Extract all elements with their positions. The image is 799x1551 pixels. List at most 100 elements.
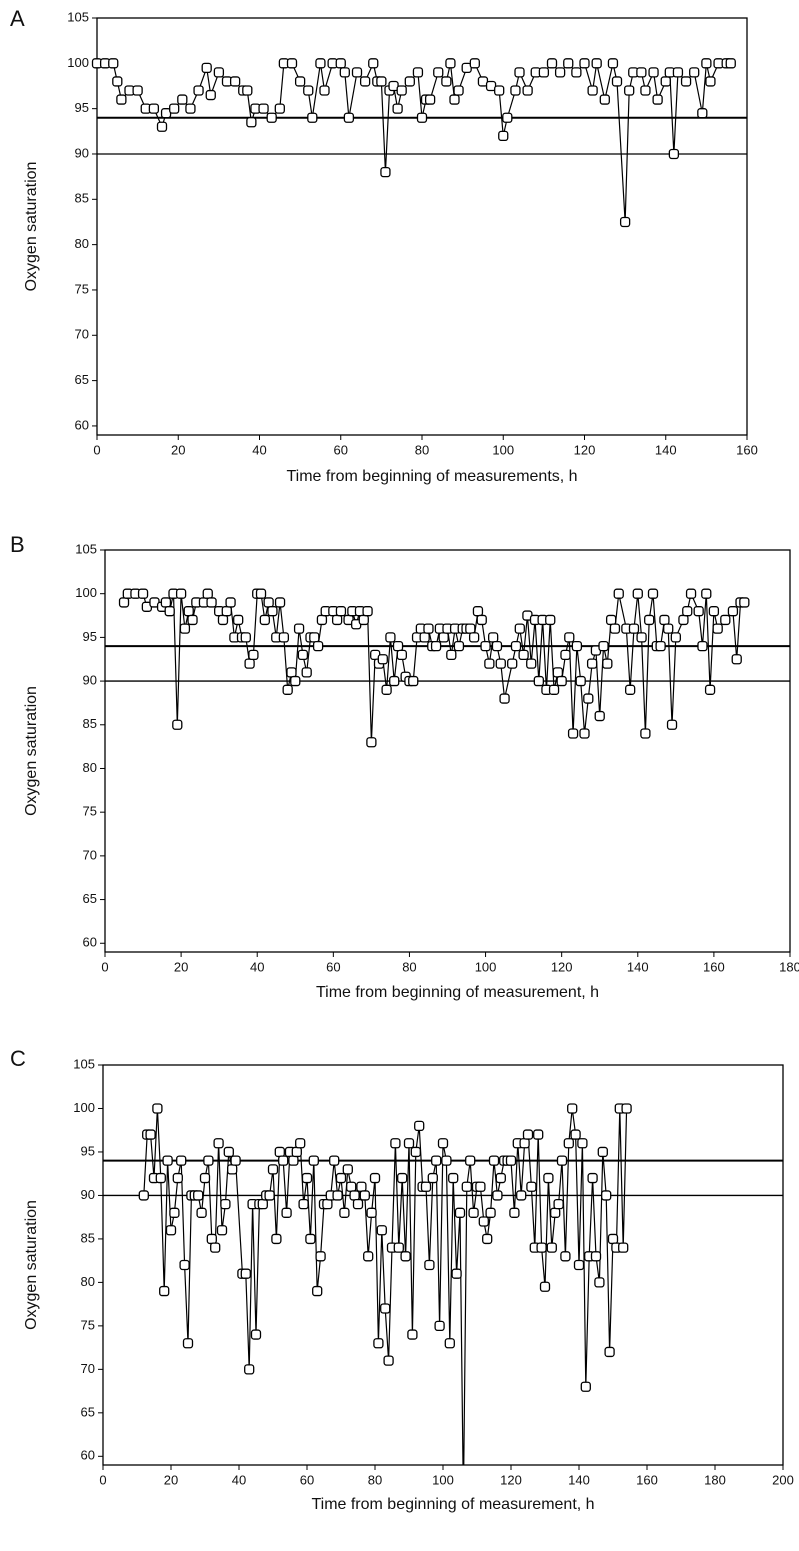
data-point [655, 640, 666, 652]
data-point [434, 1320, 445, 1332]
data-point [359, 1190, 370, 1201]
data-point [597, 1146, 608, 1158]
data-point [509, 1207, 520, 1218]
data-point [172, 1172, 183, 1184]
data-point [162, 1155, 173, 1166]
data-point [201, 62, 212, 74]
data-point [575, 675, 586, 687]
x-tick-label: 80 [402, 959, 416, 974]
y-tick-label: 90 [81, 1187, 95, 1202]
data-point [138, 1190, 149, 1201]
data-point [563, 58, 574, 69]
data-point [339, 67, 350, 78]
y-tick-label: 65 [83, 891, 97, 906]
data-point [484, 658, 495, 669]
x-tick-label: 100 [432, 1472, 454, 1487]
data-point [118, 597, 130, 608]
data-point [335, 58, 346, 69]
data-point [196, 1207, 207, 1218]
x-tick-label: 160 [703, 959, 725, 974]
data-point [618, 1242, 629, 1253]
data-point [295, 1138, 306, 1149]
data-point [583, 693, 594, 704]
data-point [663, 623, 674, 634]
data-point [492, 1190, 503, 1201]
x-tick-label: 80 [368, 1472, 382, 1487]
data-point [315, 1251, 326, 1262]
data-point [499, 693, 510, 704]
x-tick-label: 180 [704, 1472, 726, 1487]
data-point [404, 76, 415, 87]
data-point [169, 1207, 180, 1218]
data-point [577, 1138, 588, 1149]
data-point [319, 85, 330, 96]
data-point [461, 1181, 472, 1192]
data-point [255, 588, 267, 599]
data-point [329, 1155, 340, 1166]
x-tick-label: 40 [252, 442, 266, 457]
data-point [431, 1155, 442, 1166]
x-tick-label: 60 [334, 442, 348, 457]
data-point [560, 649, 571, 661]
data-point [433, 67, 444, 78]
data-point [601, 1190, 612, 1201]
data-point [416, 112, 428, 123]
data-point [339, 1207, 350, 1218]
data-point [624, 85, 635, 96]
data-point [693, 606, 704, 617]
data-point [611, 76, 623, 87]
data-point [632, 588, 643, 599]
data-point [290, 675, 301, 687]
data-point [132, 85, 143, 96]
data-point [526, 1181, 537, 1192]
data-point [213, 67, 225, 78]
data-point [217, 614, 229, 626]
data-point [349, 1190, 360, 1201]
data-point [240, 1268, 251, 1279]
data-point [156, 121, 168, 132]
data-point [369, 1172, 381, 1184]
x-tick-label: 160 [736, 442, 758, 457]
data-point [731, 654, 742, 665]
plot-frame [104, 549, 791, 953]
y-tick-label: 60 [83, 935, 97, 950]
data-point [586, 658, 598, 669]
y-tick-label: 95 [75, 100, 89, 115]
data-point [485, 1207, 496, 1218]
data-point [259, 614, 270, 626]
data-point [408, 675, 419, 687]
data-point [380, 166, 391, 178]
data-point [727, 606, 739, 617]
data-point [424, 94, 436, 105]
data-point [453, 640, 465, 652]
data-point [636, 632, 647, 643]
data-point [543, 1172, 554, 1184]
data-point [689, 67, 700, 78]
data-point [640, 728, 651, 739]
data-point [193, 1190, 204, 1201]
data-point [213, 1138, 224, 1149]
data-point [309, 632, 320, 643]
data-point [376, 1225, 387, 1236]
x-axis-label: Time from beginning of measurements, h [286, 468, 577, 485]
data-point [179, 623, 191, 634]
data-point [412, 67, 424, 78]
data-point [392, 103, 403, 114]
data-point [352, 1198, 364, 1210]
data-point [607, 58, 619, 69]
data-point [240, 632, 251, 643]
data-point [246, 117, 257, 128]
data-point [203, 1155, 214, 1166]
y-tick-label: 80 [81, 1274, 95, 1289]
data-point [560, 1251, 571, 1262]
data-point [567, 1103, 578, 1114]
data-point [381, 684, 392, 695]
data-point [591, 58, 602, 69]
x-tick-label: 140 [568, 1472, 590, 1487]
y-tick-label: 85 [75, 191, 89, 206]
data-point [472, 606, 484, 617]
data-point [533, 1129, 544, 1140]
data-point [358, 614, 369, 626]
